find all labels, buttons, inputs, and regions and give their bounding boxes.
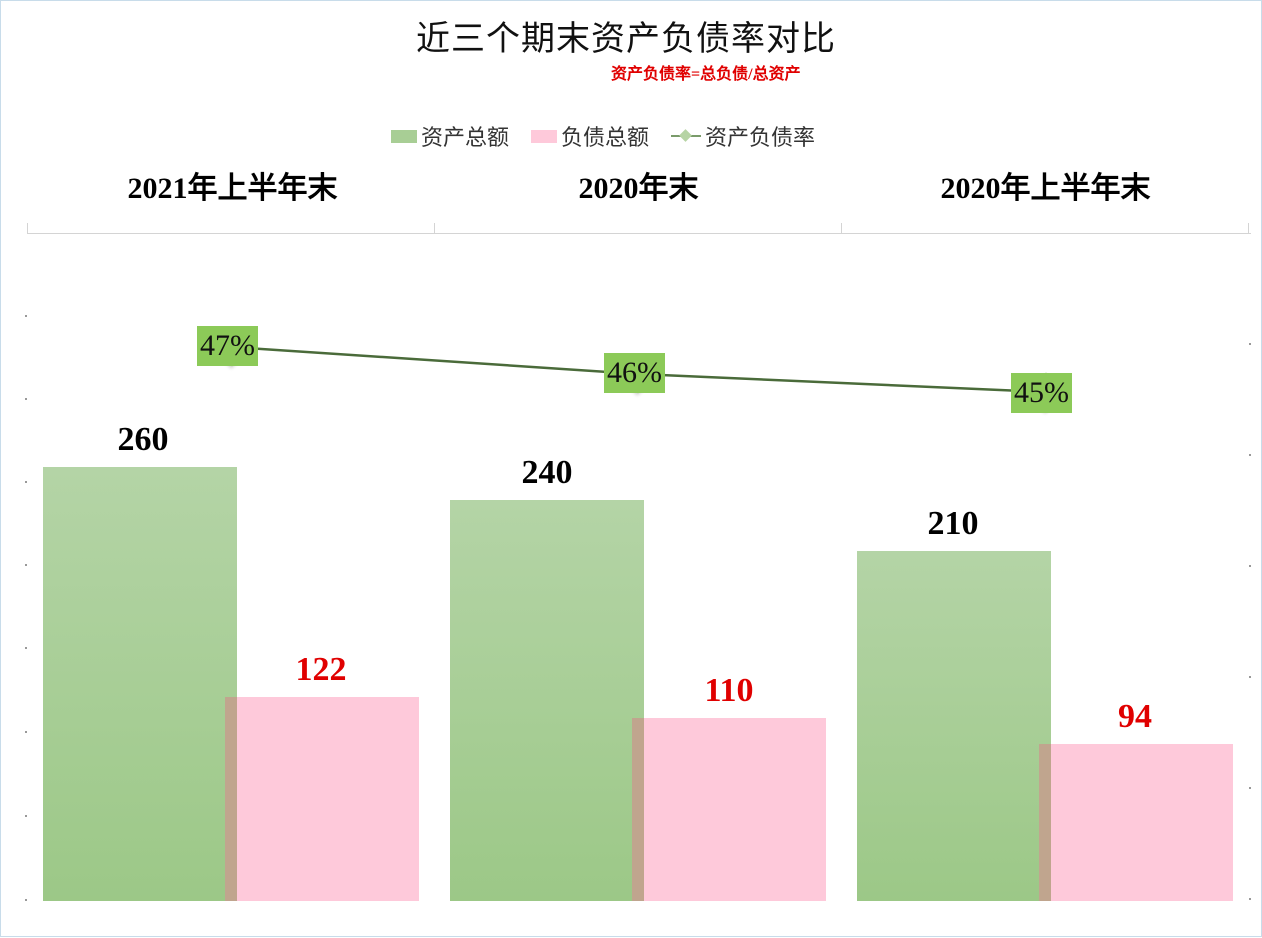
bar-assets-2021h1[interactable] <box>43 467 237 901</box>
right-axis-tick <box>1249 898 1251 900</box>
right-axis-tick <box>1249 787 1251 789</box>
axis-tick <box>434 223 435 233</box>
category-label-2021h1: 2021年上半年末 <box>127 172 338 205</box>
axis-tick <box>27 223 28 233</box>
value-label-liabilities-2021h1: 122 <box>295 651 347 688</box>
axis-tick <box>841 223 842 233</box>
bar-assets-2020-end[interactable] <box>450 500 644 901</box>
axis-tick <box>1248 223 1249 233</box>
bar-overlap <box>1039 744 1051 901</box>
bar-assets-2020h1[interactable] <box>857 551 1051 901</box>
legend-label-debt-ratio: 资产负债率 <box>705 126 816 151</box>
right-axis-tick <box>1249 454 1251 456</box>
legend-label-liabilities: 负债总额 <box>561 126 650 151</box>
right-axis-tick <box>1249 676 1251 678</box>
category-label-2020h1: 2020年上半年末 <box>940 172 1151 205</box>
legend-item-liabilities[interactable]: 负债总额 <box>531 120 649 152</box>
left-axis-tick <box>25 731 27 733</box>
value-label-assets-2021h1: 260 <box>117 421 169 458</box>
ratio-label-2020h1: 45% <box>1011 373 1072 413</box>
legend-swatch-liabilities-icon <box>531 129 558 143</box>
left-axis-tick <box>25 398 27 400</box>
bar-liabilities-2021h1[interactable] <box>225 697 419 901</box>
category-axis <box>27 233 1251 234</box>
right-axis-tick <box>1249 343 1251 345</box>
chart-title: 近三个期末资产负债率对比 <box>416 19 836 59</box>
chart-legend: 资产总额 负债总额 资产负债率 <box>391 119 815 153</box>
left-axis-tick <box>25 564 27 566</box>
value-label-liabilities-2020h1: 94 <box>1118 698 1152 735</box>
left-axis-tick <box>25 481 27 483</box>
chart-subtitle-formula: 资产负债率=总负债/总资产 <box>611 66 801 83</box>
legend-swatch-assets-icon <box>391 129 417 143</box>
left-axis-tick <box>25 899 27 901</box>
legend-item-debt-ratio[interactable]: 资产负债率 <box>671 120 815 152</box>
bar-liabilities-2020-end[interactable] <box>632 718 826 901</box>
left-axis-tick <box>25 815 27 817</box>
bar-overlap <box>632 718 644 901</box>
value-label-liabilities-2020-end: 110 <box>704 672 754 709</box>
bar-overlap <box>225 697 237 901</box>
legend-line-diamond-icon <box>671 129 702 143</box>
value-label-assets-2020-end: 240 <box>521 454 573 491</box>
category-label-2020-end: 2020年末 <box>578 172 699 205</box>
ratio-label-2020-end: 46% <box>604 353 665 393</box>
left-axis-tick <box>25 315 27 317</box>
ratio-label-2021h1: 47% <box>197 326 258 366</box>
legend-label-assets: 资产总额 <box>421 126 510 151</box>
right-axis-tick <box>1249 565 1251 567</box>
bar-liabilities-2020h1[interactable] <box>1039 744 1233 901</box>
legend-item-assets[interactable]: 资产总额 <box>391 120 509 152</box>
left-axis-tick <box>25 647 27 649</box>
value-label-assets-2020h1: 210 <box>927 505 979 542</box>
